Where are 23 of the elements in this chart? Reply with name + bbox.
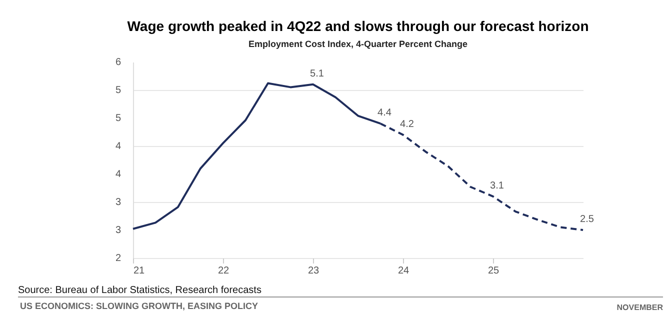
x-tick-label: 22 [218, 266, 230, 276]
y-tick-label: 6 [115, 57, 122, 68]
data-label: 2.5 [580, 214, 594, 225]
y-tick-label: 4 [115, 141, 122, 152]
y-tick-label: 3 [115, 225, 122, 236]
data-label: 4.2 [400, 118, 414, 130]
data-label: 5.1 [310, 68, 324, 80]
data-label: 4.4 [378, 108, 392, 119]
x-tick-label: 23 [308, 266, 320, 276]
y-tick-label: 4 [115, 169, 122, 180]
x-tick-label: 21 [134, 266, 146, 276]
y-tick-label: 5 [115, 113, 122, 124]
y-tick-label: 5 [115, 85, 122, 96]
chart-subtitle: Employment Cost Index, 4-Quarter Percent Change [248, 39, 468, 49]
y-tick-label: 2 [115, 253, 122, 264]
text: US ECONOMICS: SLOWING GROWTH, EASING POLICY [20, 301, 258, 311]
text: NOVEMBER [616, 303, 664, 312]
data-label: 3.1 [490, 180, 504, 192]
chart-title: Wage growth peaked in 4Q22 and slows through our forecast horizon [127, 18, 589, 34]
source-note: Source: Bureau of Labor Statistics, Research forecasts [18, 285, 262, 296]
x-tick-label: 25 [488, 266, 500, 276]
y-tick-label: 3 [115, 197, 122, 208]
x-tick-label: 24 [398, 266, 410, 276]
